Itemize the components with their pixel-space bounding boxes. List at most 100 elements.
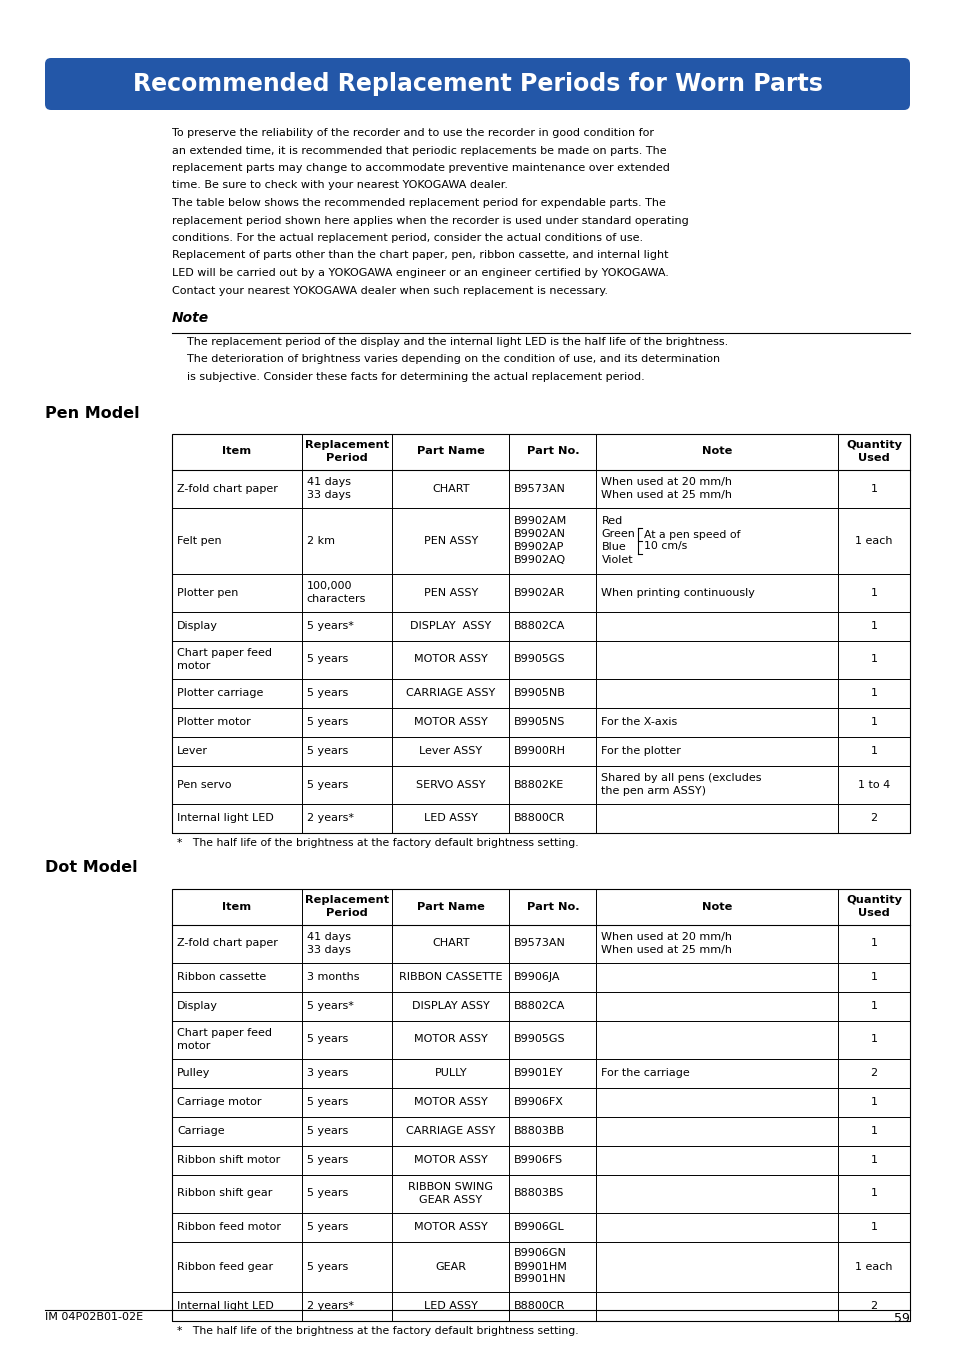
Text: GEAR ASSY: GEAR ASSY	[418, 1195, 482, 1206]
Text: B9901EY: B9901EY	[514, 1068, 563, 1079]
Text: replacement period shown here applies when the recorder is used under standard o: replacement period shown here applies wh…	[172, 216, 688, 225]
Text: Ribbon shift gear: Ribbon shift gear	[177, 1188, 273, 1199]
Text: Plotter carriage: Plotter carriage	[177, 688, 263, 698]
Text: B8802CA: B8802CA	[514, 1000, 565, 1011]
Text: 1: 1	[869, 483, 877, 494]
Text: 1: 1	[869, 972, 877, 981]
Text: Note: Note	[701, 447, 732, 456]
Text: CHART: CHART	[432, 938, 469, 949]
Text: B9905NS: B9905NS	[514, 717, 565, 728]
Bar	[172, 433, 909, 833]
Text: 5 years: 5 years	[306, 1126, 348, 1135]
Text: Used: Used	[857, 454, 889, 463]
Text: 1: 1	[869, 1156, 877, 1165]
Text: Red: Red	[601, 516, 622, 526]
Text: Ribbon cassette: Ribbon cassette	[177, 972, 266, 981]
Text: When used at 25 mm/h: When used at 25 mm/h	[601, 945, 732, 954]
Text: an extended time, it is recommended that periodic replacements be made on parts.: an extended time, it is recommended that…	[172, 146, 666, 155]
Text: Shared by all pens (excludes: Shared by all pens (excludes	[601, 774, 761, 783]
Text: LED will be carried out by a YOKOGAWA engineer or an engineer certified by YOKOG: LED will be carried out by a YOKOGAWA en…	[172, 269, 668, 278]
Text: 1: 1	[869, 1034, 877, 1045]
Text: 1 each: 1 each	[854, 536, 892, 545]
Text: 5 years*: 5 years*	[306, 1000, 354, 1011]
Text: B8803BB: B8803BB	[514, 1126, 565, 1135]
Text: Replacement: Replacement	[305, 440, 389, 450]
Text: When used at 20 mm/h: When used at 20 mm/h	[601, 931, 732, 942]
Text: 5 years: 5 years	[306, 655, 348, 664]
Text: replacement parts may change to accommodate preventive maintenance over extended: replacement parts may change to accommod…	[172, 163, 669, 173]
Text: 5 years: 5 years	[306, 1261, 348, 1272]
Text: Ribbon shift motor: Ribbon shift motor	[177, 1156, 280, 1165]
Text: The replacement period of the display and the internal light LED is the half lif: The replacement period of the display an…	[187, 338, 727, 347]
Text: B8800CR: B8800CR	[514, 1301, 565, 1311]
Text: Chart paper feed: Chart paper feed	[177, 1027, 272, 1038]
Text: The deterioration of brightness varies depending on the condition of use, and it: The deterioration of brightness varies d…	[187, 355, 720, 364]
Text: The table below shows the recommended replacement period for expendable parts. T: The table below shows the recommended re…	[172, 198, 665, 208]
Text: 5 years: 5 years	[306, 779, 348, 790]
Text: 5 years: 5 years	[306, 1222, 348, 1233]
Text: Carriage motor: Carriage motor	[177, 1098, 261, 1107]
Text: When printing continuously: When printing continuously	[601, 587, 755, 598]
Text: *   The half life of the brightness at the factory default brightness setting.: * The half life of the brightness at the…	[177, 838, 578, 849]
Text: 5 years: 5 years	[306, 1034, 348, 1045]
Text: Z-fold chart paper: Z-fold chart paper	[177, 938, 277, 949]
Text: When used at 25 mm/h: When used at 25 mm/h	[601, 490, 732, 500]
Text: B9902AM: B9902AM	[514, 516, 567, 526]
Text: 1: 1	[869, 747, 877, 756]
Text: Display: Display	[177, 621, 218, 630]
Text: 1: 1	[869, 717, 877, 728]
Text: B9901HN: B9901HN	[514, 1274, 566, 1284]
Bar	[172, 888, 909, 1320]
Text: MOTOR ASSY: MOTOR ASSY	[414, 717, 487, 728]
Text: MOTOR ASSY: MOTOR ASSY	[414, 1156, 487, 1165]
Text: Period: Period	[326, 909, 368, 918]
Text: B9902AQ: B9902AQ	[514, 555, 566, 566]
Text: CHART: CHART	[432, 483, 469, 494]
Text: 1: 1	[869, 1126, 877, 1135]
Text: 1: 1	[869, 1222, 877, 1233]
Text: Part No.: Part No.	[526, 447, 578, 456]
Text: Internal light LED: Internal light LED	[177, 813, 274, 823]
Text: PULLY: PULLY	[434, 1068, 467, 1079]
Text: Felt pen: Felt pen	[177, 536, 221, 545]
Text: time. Be sure to check with your nearest YOKOGAWA dealer.: time. Be sure to check with your nearest…	[172, 181, 507, 190]
Text: B9906GL: B9906GL	[514, 1222, 564, 1233]
Text: MOTOR ASSY: MOTOR ASSY	[414, 1098, 487, 1107]
Text: 1: 1	[869, 688, 877, 698]
Text: Pulley: Pulley	[177, 1068, 211, 1079]
Text: B9905GS: B9905GS	[514, 1034, 565, 1045]
Text: GEAR: GEAR	[435, 1261, 466, 1272]
Text: Ribbon feed motor: Ribbon feed motor	[177, 1222, 281, 1233]
Text: Contact your nearest YOKOGAWA dealer when such replacement is necessary.: Contact your nearest YOKOGAWA dealer whe…	[172, 285, 607, 296]
Text: B9906FS: B9906FS	[514, 1156, 563, 1165]
Text: motor: motor	[177, 1041, 211, 1052]
Text: B9906FX: B9906FX	[514, 1098, 563, 1107]
Text: 1: 1	[869, 1000, 877, 1011]
Text: Note: Note	[701, 902, 732, 911]
Text: 1 to 4: 1 to 4	[857, 779, 889, 790]
Text: Quantity: Quantity	[845, 895, 901, 905]
Text: Pen Model: Pen Model	[45, 405, 139, 420]
Text: characters: characters	[306, 594, 366, 603]
Text: Period: Period	[326, 454, 368, 463]
Text: 41 days: 41 days	[306, 477, 351, 487]
Text: Note: Note	[172, 310, 209, 325]
Text: For the plotter: For the plotter	[601, 747, 680, 756]
Text: Replacement of parts other than the chart paper, pen, ribbon cassette, and inter: Replacement of parts other than the char…	[172, 251, 668, 261]
Text: MOTOR ASSY: MOTOR ASSY	[414, 1222, 487, 1233]
Text: *   The half life of the brightness at the factory default brightness setting.: * The half life of the brightness at the…	[177, 1327, 578, 1336]
Text: RIBBON SWING: RIBBON SWING	[408, 1183, 493, 1192]
Text: At a pen speed of: At a pen speed of	[644, 531, 740, 540]
Text: Plotter pen: Plotter pen	[177, 587, 238, 598]
Text: 1: 1	[869, 938, 877, 949]
Text: 2 years*: 2 years*	[306, 1301, 354, 1311]
Text: 5 years: 5 years	[306, 1098, 348, 1107]
Text: B8803BS: B8803BS	[514, 1188, 564, 1199]
Text: is subjective. Consider these facts for determining the actual replacement perio: is subjective. Consider these facts for …	[187, 373, 644, 382]
Text: 5 years: 5 years	[306, 1156, 348, 1165]
Text: Blue: Blue	[601, 541, 625, 552]
Text: B8802KE: B8802KE	[514, 779, 564, 790]
Text: 10 cm/s: 10 cm/s	[644, 541, 687, 552]
Text: 5 years*: 5 years*	[306, 621, 354, 630]
Text: Replacement: Replacement	[305, 895, 389, 905]
